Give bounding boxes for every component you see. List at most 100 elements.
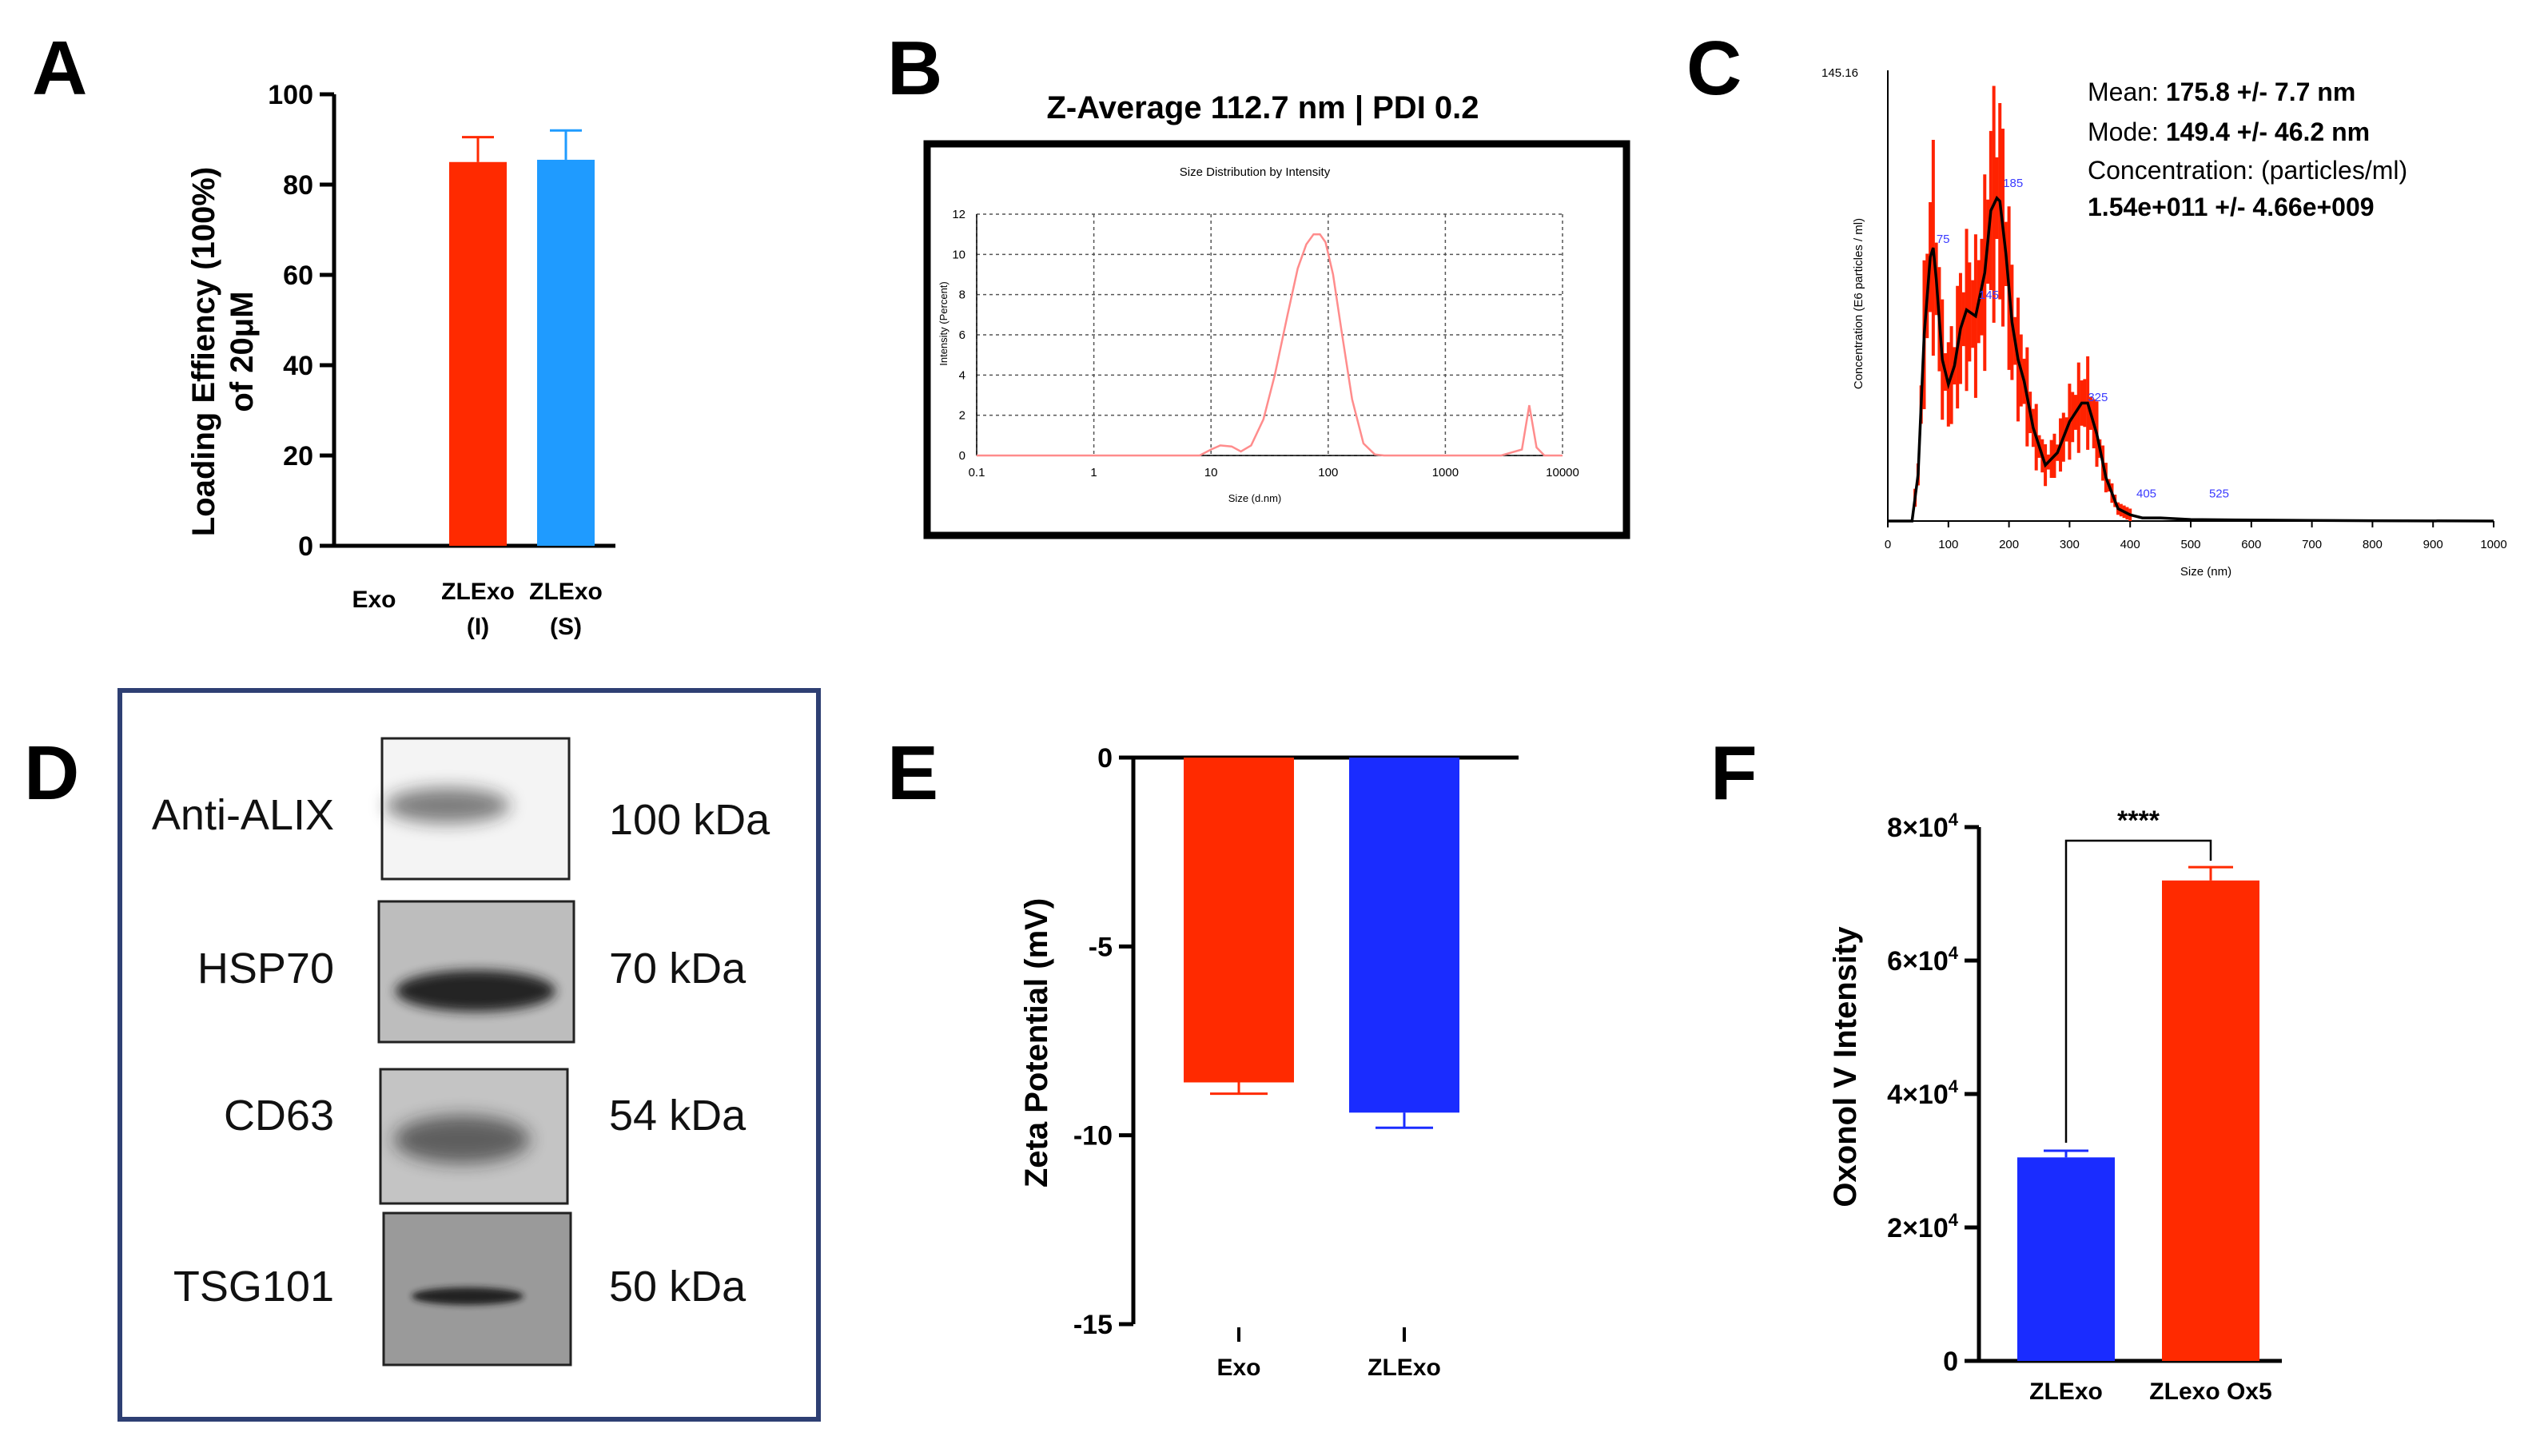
chart-b-xlabel: Size (d.nm) — [1228, 492, 1281, 504]
chart-e-ylabel: Zeta Potential (mV) — [1019, 898, 1054, 1187]
chart-f-significance-label: **** — [2117, 806, 2160, 836]
chart-c-peak-label: 75 — [1937, 233, 1950, 246]
blot-size-label: 50 kDa — [609, 1263, 746, 1311]
chart-b-ytick-label: 4 — [959, 368, 965, 382]
chart-a-ytick-label: 80 — [283, 170, 313, 201]
panel-letter-b: B — [887, 26, 942, 111]
chart-f-category-label: ZLExo — [2029, 1378, 2103, 1405]
chart-c-xtick-label: 600 — [2241, 538, 2261, 551]
chart-c-xtick-label: 0 — [1885, 538, 1891, 551]
panel-letter-f: F — [1710, 730, 1758, 816]
chart-c-xtick-label: 300 — [2060, 538, 2080, 551]
blot-band — [385, 788, 510, 823]
chart-a-category-label: (I) — [467, 614, 489, 640]
chart-e-bar — [1349, 758, 1459, 1113]
chart-c-series-line — [1888, 195, 2494, 523]
chart-c-stat-mean: Mean: 175.8 +/- 7.7 nm — [2088, 78, 2355, 106]
chart-b-ytick-label: 2 — [959, 409, 965, 423]
chart-e-bar — [1184, 758, 1294, 1083]
chart-f-category-label: ZLexo Ox5 — [2149, 1378, 2271, 1405]
chart-c: 145.16 Concentration (E6 particles / ml)… — [1821, 66, 2507, 579]
blot-size-label: 100 kDa — [609, 796, 770, 844]
chart-f: Oxonol V Intensity 0 2×104 4×104 6×104 8×104… — [1828, 806, 2282, 1405]
chart-b-xtick-label: 0.1 — [969, 466, 985, 479]
chart-a-ytick-label: 100 — [268, 80, 313, 110]
chart-c-peak-label: 405 — [2136, 487, 2156, 501]
chart-b-ylabel: Intensity (Percent) — [938, 281, 950, 366]
chart-c-xtick-label: 700 — [2302, 538, 2322, 551]
chart-a-ytick-label: 0 — [298, 531, 313, 562]
chart-a-category-label: (S) — [550, 614, 582, 640]
chart-b-frame — [923, 140, 1630, 539]
chart-f-ytick-label: 2×104 — [1887, 1210, 1959, 1243]
chart-c-stat-conc-label: Concentration: (particles/ml) — [2088, 156, 2407, 185]
chart-b-xtick-label: 10 — [1204, 466, 1218, 479]
chart-b: Z-Average 112.7 nm | PDI 0.2 Size Distri… — [923, 90, 1630, 539]
chart-e-ytick-label: 0 — [1097, 743, 1113, 774]
chart-f-ytick-label: 6×104 — [1887, 943, 1959, 977]
chart-e-ytick-label: -5 — [1089, 932, 1113, 962]
blot-size-label: 54 kDa — [609, 1092, 746, 1140]
chart-c-xtick-label: 1000 — [2480, 538, 2506, 551]
chart-c-xtick-label: 800 — [2363, 538, 2383, 551]
blot-protein-label: TSG101 — [173, 1263, 334, 1311]
chart-e-ytick-label: -10 — [1073, 1121, 1113, 1152]
chart-f-ytick-label: 0 — [1943, 1347, 1958, 1377]
chart-b-title: Z-Average 112.7 nm | PDI 0.2 — [1046, 90, 1479, 125]
chart-f-bar — [2162, 880, 2259, 1361]
chart-f-significance-bracket — [2064, 839, 2212, 1143]
chart-a-category-label: ZLExo — [529, 579, 603, 605]
chart-b-ytick-label: 0 — [959, 449, 965, 463]
chart-b-ytick-label: 8 — [959, 288, 965, 302]
panel-letter-d: D — [24, 730, 79, 816]
chart-c-peak-label: 185 — [2003, 177, 2023, 190]
chart-b-ytick-label: 10 — [952, 248, 965, 261]
chart-c-ymax-label: 145.16 — [1821, 66, 1858, 80]
chart-b-ytick-label: 12 — [952, 208, 965, 221]
chart-c-stats: Mean: 175.8 +/- 7.7 nm Mode: 149.4 +/- 4… — [2088, 78, 2407, 221]
chart-c-xtick-label: 200 — [1999, 538, 2019, 551]
chart-a-bar — [537, 159, 595, 547]
chart-a-bar — [449, 161, 507, 546]
chart-e-ytick-label: -15 — [1073, 1310, 1113, 1340]
chart-b-xtick-label: 1000 — [1432, 466, 1459, 479]
chart-a-ytick-label: 60 — [283, 261, 313, 291]
chart-c-xtick-label: 500 — [2180, 538, 2200, 551]
blot-band — [394, 1116, 530, 1164]
chart-c-peak-label: 525 — [2209, 487, 2229, 501]
chart-c-stat-mode: Mode: 149.4 +/- 46.2 nm — [2088, 117, 2370, 146]
chart-c-peak-label: 145 — [1979, 288, 1999, 302]
blot-protein-label: Anti-ALIX — [152, 791, 334, 839]
chart-b-xtick-label: 100 — [1318, 466, 1338, 479]
chart-c-xtick-label: 900 — [2423, 538, 2443, 551]
chart-c-xtick-label: 400 — [2120, 538, 2140, 551]
chart-f-ytick-label: 4×104 — [1887, 1076, 1959, 1110]
blot-band — [396, 970, 555, 1012]
chart-c-stat-conc-value: 1.54e+011 +/- 4.66e+009 — [2088, 193, 2375, 221]
chart-a-ytick-label: 40 — [283, 351, 313, 381]
chart-e-category-label: ZLExo — [1368, 1355, 1441, 1381]
blot-protein-label: CD63 — [224, 1092, 334, 1140]
chart-a: Loading Effiency (100%) of 20μM 0 20 40 60 8… — [186, 80, 615, 640]
chart-b-inner-title: Size Distribution by Intensity — [1180, 165, 1331, 179]
chart-b-series-line — [977, 233, 1563, 457]
chart-b-ytick-label: 6 — [959, 328, 965, 342]
chart-e: Zeta Potential (mV) 0 -5 -10 -15 Exo ZLExo — [1019, 743, 1519, 1381]
chart-c-ylabel: Concentration (E6 particles / ml) — [1852, 218, 1865, 389]
chart-b-xtick-label: 1 — [1090, 466, 1097, 479]
chart-c-xtick-label: 100 — [1938, 538, 1958, 551]
chart-e-category-label: Exo — [1216, 1355, 1260, 1381]
chart-f-ylabel: Oxonol V Intensity — [1828, 926, 1863, 1207]
western-blot: Anti-ALIX 100 kDa HSP70 70 kDa CD63 54 kDa TSG… — [117, 688, 821, 1422]
chart-f-bar — [2017, 1157, 2115, 1361]
blot-size-label: 70 kDa — [609, 945, 746, 993]
panel-letter-e: E — [887, 730, 938, 816]
chart-f-ytick-label: 8×104 — [1887, 810, 1959, 843]
panel-letter-c: C — [1686, 26, 1742, 111]
chart-a-category-label: Exo — [352, 587, 396, 613]
chart-b-xtick-label: 10000 — [1546, 466, 1579, 479]
chart-c-peak-label: 325 — [2088, 391, 2108, 404]
chart-a-category-label: ZLExo — [441, 579, 515, 605]
blot-band — [412, 1287, 524, 1305]
